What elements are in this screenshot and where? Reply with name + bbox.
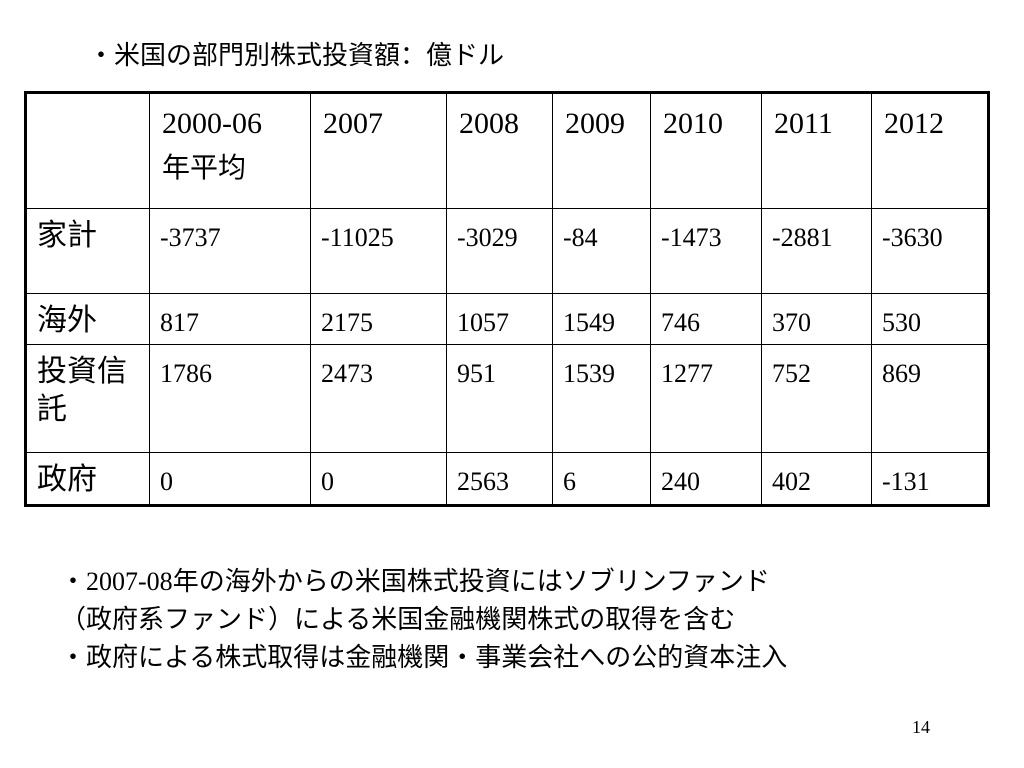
table-row: 政府 0 0 2563 6 240 402 -131 [25, 452, 989, 506]
note-year-range: 2007-08 [86, 567, 173, 596]
column-header-label: 2012 [884, 107, 944, 140]
table-cell: -1473 [650, 208, 762, 294]
table-cell: 869 [871, 344, 989, 453]
column-header-label: 2010 [663, 107, 723, 140]
note-bullet: ・ [60, 567, 87, 597]
table-cell: -11025 [310, 208, 447, 294]
column-header-label: 2007 [323, 107, 383, 140]
table-cell: 1786 [149, 344, 311, 453]
column-header: 2000-06 年平均 [149, 92, 311, 209]
column-header-sublabel: 年平均 [162, 151, 247, 184]
table-cell: -3029 [446, 208, 553, 294]
notes: ・2007-08年の海外からの米国株式投資にはソブリンファンド （政府系ファンド… [60, 563, 787, 677]
note-text: 年の海外からの米国株式投資にはソブリンファンド [172, 567, 770, 597]
table-cell: 746 [650, 293, 762, 345]
table-cell: 0 [149, 452, 311, 506]
column-header-label: 2008 [459, 107, 519, 140]
table-cell: 2473 [310, 344, 447, 453]
table-cell: 817 [149, 293, 311, 345]
corner-cell [25, 92, 150, 209]
table-cell: 370 [761, 293, 872, 345]
table-row: 投資信託 1786 2473 951 1539 1277 752 869 [25, 344, 989, 453]
table-cell: -84 [552, 208, 651, 294]
slide-title: ・米国の部門別株式投資額：億ドル [88, 41, 505, 71]
table-cell: -3630 [871, 208, 989, 294]
column-header: 2012 [871, 92, 989, 209]
table-cell: -3737 [149, 208, 311, 294]
table-cell: 2175 [310, 293, 447, 345]
row-header: 海外 [25, 293, 150, 345]
column-header: 2011 [761, 92, 872, 209]
table-cell: 951 [446, 344, 553, 453]
page-number: 14 [912, 717, 930, 737]
table-cell: 402 [761, 452, 872, 506]
table-cell: -131 [871, 452, 989, 506]
note-line-1: ・2007-08年の海外からの米国株式投資にはソブリンファンド [60, 563, 787, 601]
table-cell: 2563 [446, 452, 553, 506]
row-header: 投資信託 [25, 344, 150, 453]
table-row: 海外 817 2175 1057 1549 746 370 530 [25, 293, 989, 345]
column-header: 2008 [446, 92, 553, 209]
table-cell: 0 [310, 452, 447, 506]
table-cell: 530 [871, 293, 989, 345]
table-cell: 240 [650, 452, 762, 506]
table-cell: -2881 [761, 208, 872, 294]
row-header: 家計 [25, 208, 150, 294]
note-line-2: （政府系ファンド）による米国金融機関株式の取得を含む [60, 605, 736, 635]
row-header: 政府 [25, 452, 150, 506]
column-header-label: 2009 [565, 107, 625, 140]
column-header: 2009 [552, 92, 651, 209]
table-cell: 1539 [552, 344, 651, 453]
header-row: 2000-06 年平均 2007 2008 2009 2010 2011 201… [25, 92, 989, 209]
table-row: 家計 -3737 -11025 -3029 -84 -1473 -2881 -3… [25, 208, 989, 294]
table-cell: 1057 [446, 293, 553, 345]
investment-table: 2000-06 年平均 2007 2008 2009 2010 2011 201… [24, 91, 990, 507]
note-line-3: ・政府による株式取得は金融機関・事業会社への公的資本注入 [60, 643, 788, 673]
table-cell: 6 [552, 452, 651, 506]
table-cell: 1277 [650, 344, 762, 453]
column-header-label: 2011 [774, 107, 833, 140]
table-cell: 1549 [552, 293, 651, 345]
column-header: 2007 [310, 92, 447, 209]
column-header-label: 2000-06 [162, 107, 262, 140]
column-header: 2010 [650, 92, 762, 209]
table-cell: 752 [761, 344, 872, 453]
